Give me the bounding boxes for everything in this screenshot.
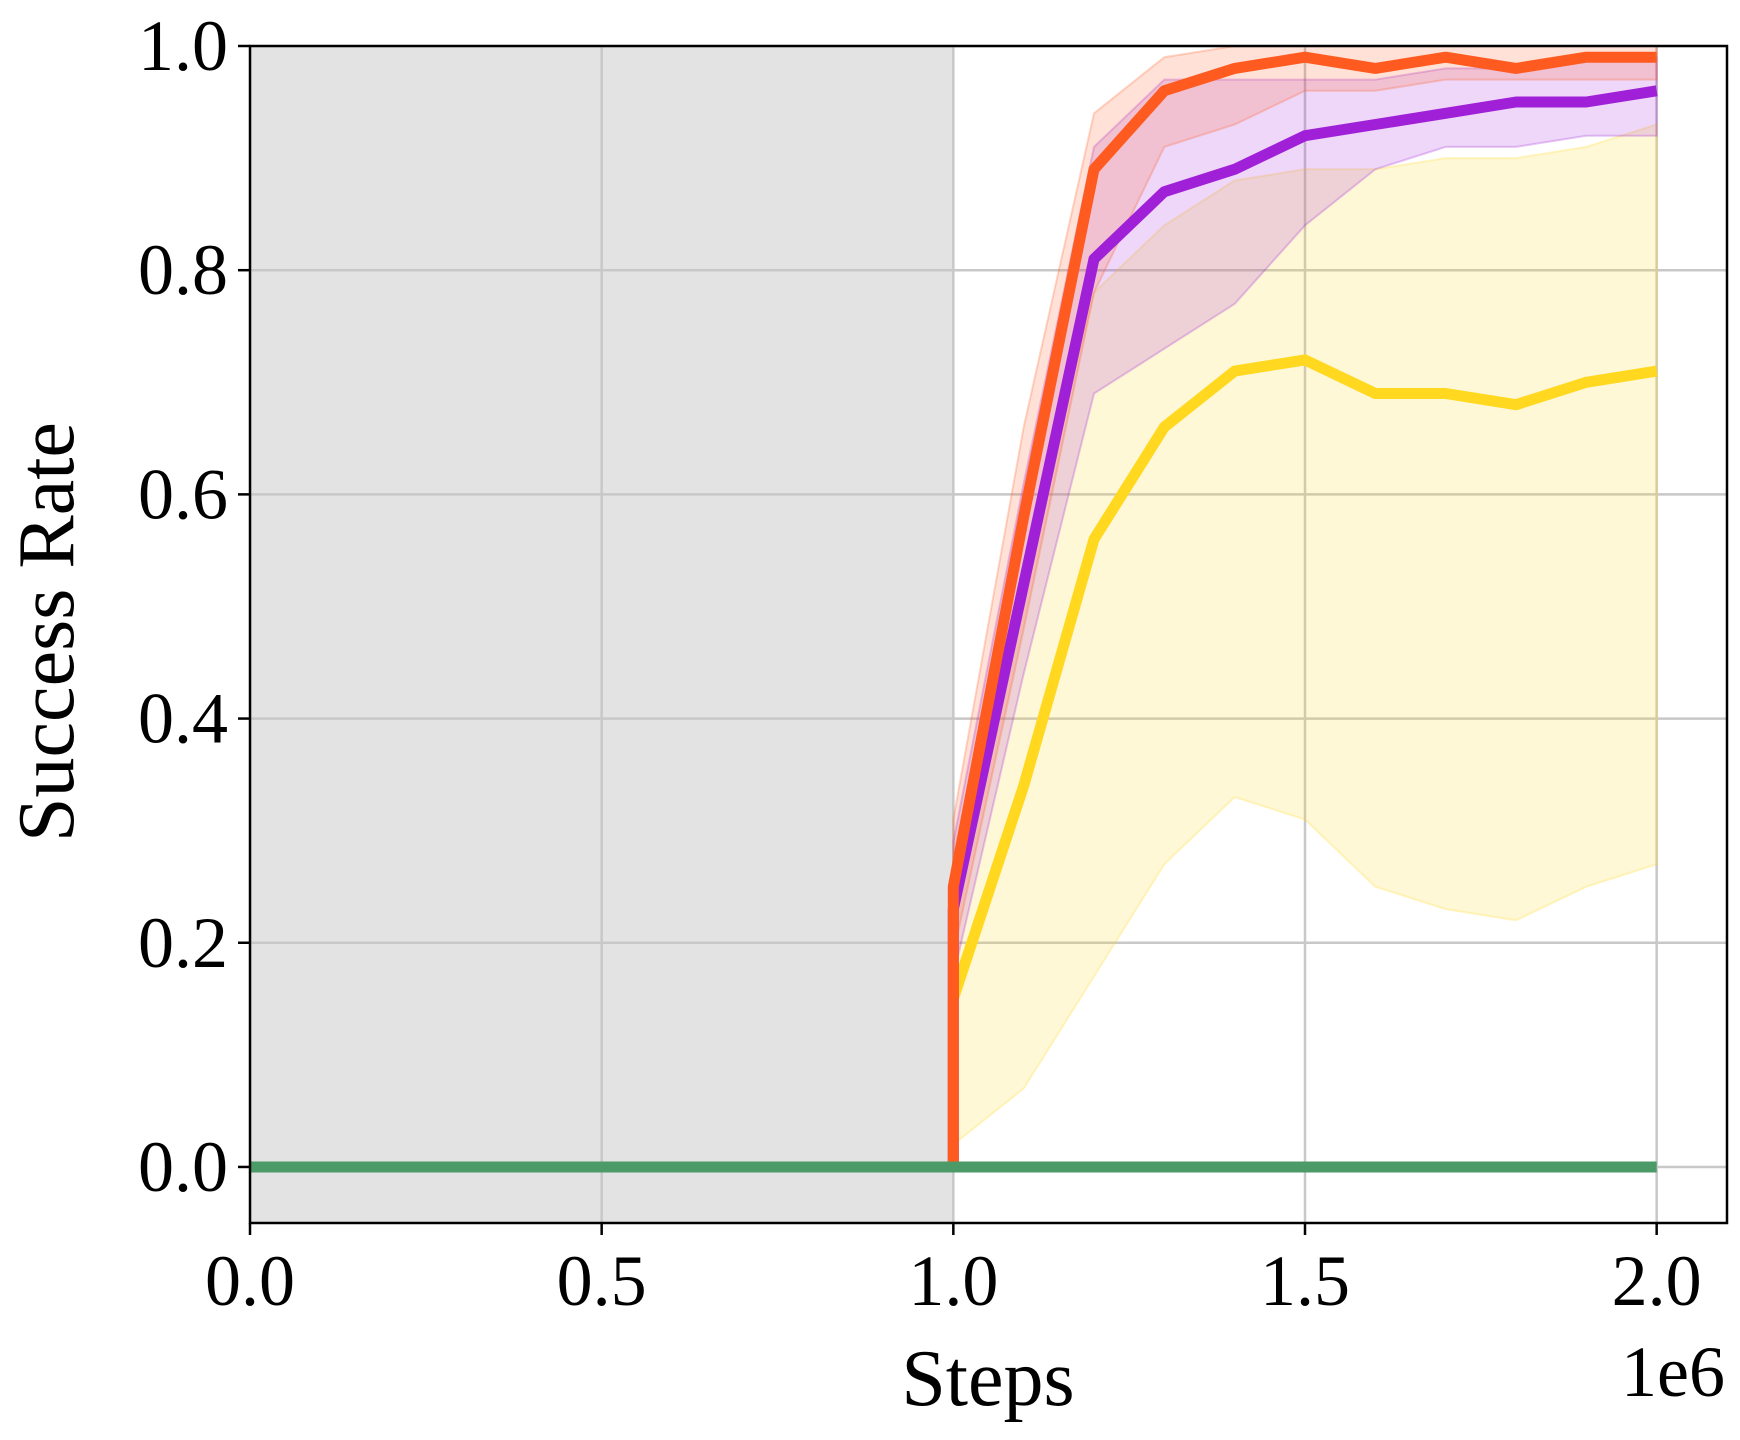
y-tick-label: 0.4 bbox=[138, 679, 228, 759]
x-tick-label: 1.0 bbox=[908, 1241, 998, 1321]
plot-area bbox=[250, 46, 1727, 1223]
y-tick-label: 0.2 bbox=[138, 903, 228, 983]
axes: 0.0 0.5 1.0 1.5 2.0 0.0 0.2 0.4 0.6 0.8 1.0 bbox=[138, 6, 1729, 1321]
x-axis-offset-label: 1e6 bbox=[1621, 1332, 1725, 1412]
x-axis-title: Steps bbox=[901, 1335, 1074, 1423]
x-tick-label: 2.0 bbox=[1612, 1241, 1702, 1321]
y-axis-title: Success Rate bbox=[3, 422, 91, 842]
y-tick-label: 1.0 bbox=[138, 6, 228, 86]
x-tick-label: 0.5 bbox=[557, 1241, 647, 1321]
axes-frame bbox=[248, 44, 1729, 1225]
y-tick-label: 0.8 bbox=[138, 230, 228, 310]
series-line-2 bbox=[250, 51, 1657, 1173]
plot-content bbox=[250, 46, 1727, 1223]
x-tick-label: 0.0 bbox=[205, 1241, 295, 1321]
x-tick-label: 1.5 bbox=[1260, 1241, 1350, 1321]
y-tick-label: 0.0 bbox=[138, 1127, 228, 1207]
y-tick-label: 0.6 bbox=[138, 454, 228, 534]
series-band-0 bbox=[250, 123, 1658, 1168]
